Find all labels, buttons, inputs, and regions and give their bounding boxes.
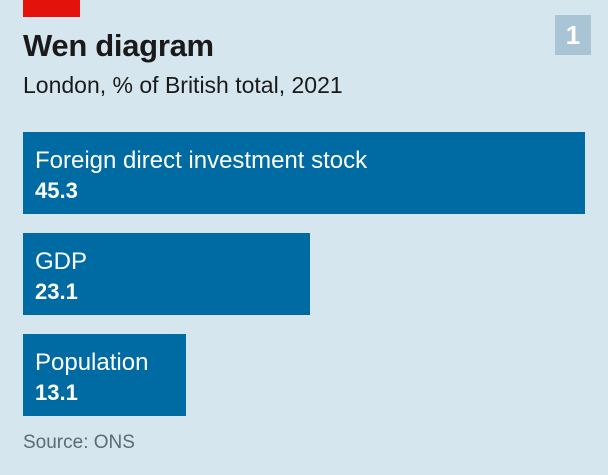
bar-1: [23, 233, 310, 315]
bar-0: [23, 132, 585, 214]
bar-value-label: 45.3: [35, 178, 78, 203]
chart-subtitle: London, % of British total, 2021: [23, 72, 343, 98]
bar-2: [23, 334, 186, 416]
bar-category-label: Foreign direct investment stock: [35, 147, 368, 174]
bar-value-label: 13.1: [35, 380, 78, 405]
source-note: Source: ONS: [23, 432, 135, 453]
chart-number-badge: 1: [555, 15, 591, 55]
bar-category-label: Population: [35, 349, 148, 376]
bar-category-label: GDP: [35, 248, 87, 275]
chart-title: Wen diagram: [23, 28, 214, 63]
brand-accent-tag: [23, 0, 80, 17]
bar-value-label: 23.1: [35, 279, 78, 304]
